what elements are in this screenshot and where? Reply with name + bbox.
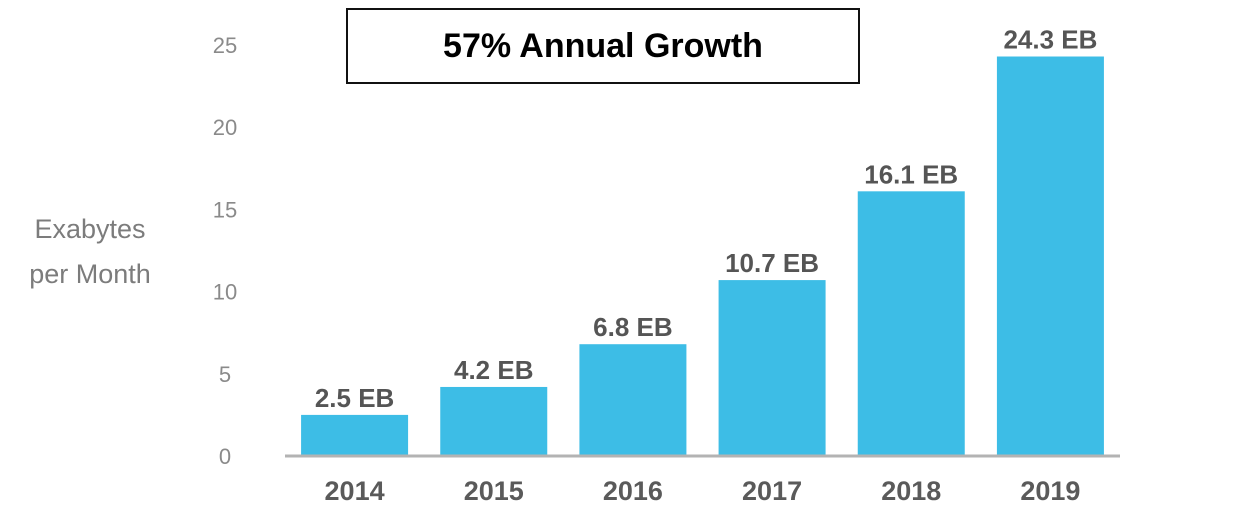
x-tick-label: 2017 (742, 476, 802, 506)
data-label: 10.7 EB (725, 248, 819, 278)
data-label: 16.1 EB (864, 159, 958, 189)
y-tick-label: 10 (213, 280, 237, 305)
x-tick-label: 2019 (1020, 476, 1080, 506)
data-label: 2.5 EB (315, 383, 395, 413)
x-tick-label: 2018 (881, 476, 941, 506)
y-axis-label: Exabytes per Month (29, 214, 151, 289)
y-axis-label-line-2: per Month (29, 259, 151, 289)
bars (301, 56, 1104, 457)
y-tick-label: 5 (219, 362, 231, 387)
y-tick-label: 20 (213, 115, 237, 140)
bar-2015 (440, 386, 548, 456)
data-label: 6.8 EB (593, 312, 673, 342)
y-tick-label: 15 (213, 197, 237, 222)
x-tick-label: 2015 (464, 476, 524, 506)
y-tick-label: 0 (219, 444, 231, 469)
bar-2019 (996, 56, 1104, 457)
data-label: 24.3 EB (1003, 25, 1097, 55)
data-labels: 2.5 EB 4.2 EB 6.8 EB 10.7 EB 16.1 EB 24.3 EB (315, 25, 1098, 413)
bar-2014 (301, 414, 409, 456)
x-axis-ticks: 2014 2015 2016 2017 2018 2019 (325, 476, 1081, 506)
data-label: 4.2 EB (454, 355, 534, 385)
bar-2018 (857, 191, 965, 457)
x-tick-label: 2014 (325, 476, 385, 506)
bar-2017 (718, 280, 826, 456)
chart-title: 57% Annual Growth (346, 8, 860, 84)
y-tick-label: 25 (213, 33, 237, 58)
y-axis-ticks: 0 5 10 15 20 25 (213, 33, 237, 469)
x-tick-label: 2016 (603, 476, 663, 506)
bar-2016 (579, 344, 687, 456)
y-axis-label-line-1: Exabytes (34, 214, 145, 244)
